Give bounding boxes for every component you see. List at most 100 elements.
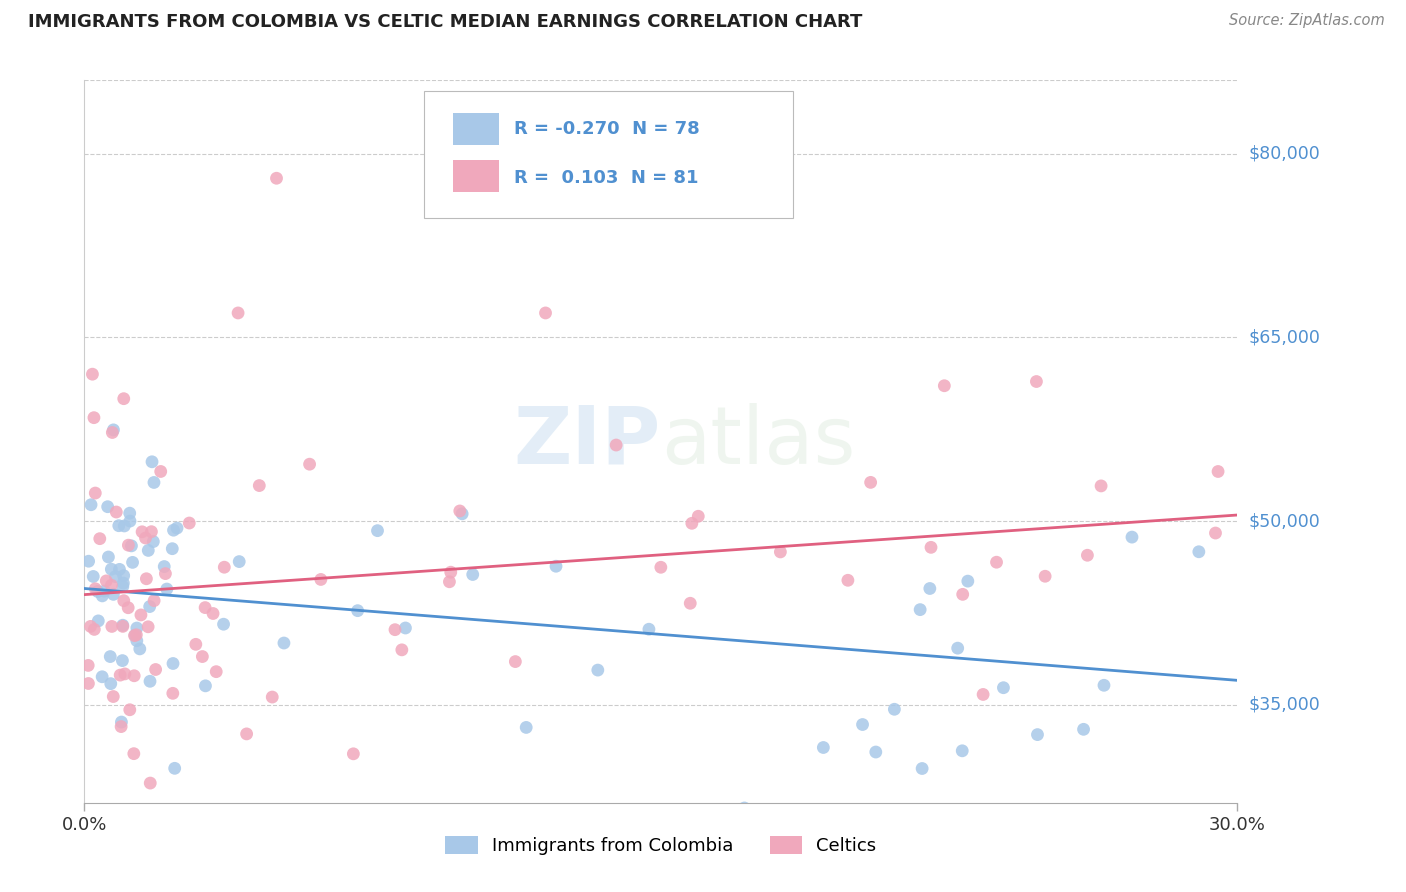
Text: R = -0.270  N = 78: R = -0.270 N = 78 xyxy=(515,120,700,137)
Point xyxy=(110,720,132,734)
Point xyxy=(184,637,207,651)
Text: $50,000: $50,000 xyxy=(1249,512,1320,530)
Point xyxy=(122,669,145,683)
Point xyxy=(837,574,859,588)
Point xyxy=(136,543,159,558)
Point xyxy=(638,622,661,636)
Point xyxy=(103,423,125,437)
Point xyxy=(125,621,148,635)
Point xyxy=(82,569,104,583)
Point xyxy=(83,623,105,637)
Point xyxy=(235,727,257,741)
Point xyxy=(111,654,134,668)
Point xyxy=(449,504,471,518)
Point xyxy=(125,633,148,648)
Point xyxy=(262,690,284,704)
Point xyxy=(128,641,150,656)
Point xyxy=(1121,530,1143,544)
Point xyxy=(226,306,249,320)
Point xyxy=(153,559,176,574)
Point xyxy=(505,655,527,669)
Point xyxy=(439,574,461,589)
Point xyxy=(136,620,159,634)
Point xyxy=(162,686,184,700)
Point xyxy=(394,621,416,635)
Point xyxy=(143,593,166,607)
Point xyxy=(1188,545,1211,559)
Text: atlas: atlas xyxy=(661,402,855,481)
Text: ZIP: ZIP xyxy=(513,402,661,481)
Point xyxy=(865,745,887,759)
Point xyxy=(769,545,792,559)
Point xyxy=(122,747,145,761)
Point xyxy=(202,607,225,621)
Point xyxy=(911,762,934,776)
Point xyxy=(79,619,101,633)
Point xyxy=(950,744,973,758)
Point xyxy=(128,808,150,822)
Point xyxy=(101,425,124,440)
Point xyxy=(391,643,413,657)
Point xyxy=(110,714,132,729)
Point xyxy=(1090,479,1112,493)
Point xyxy=(733,801,755,815)
Point xyxy=(98,649,121,664)
Text: R =  0.103  N = 81: R = 0.103 N = 81 xyxy=(515,169,699,186)
Point xyxy=(139,776,162,790)
Point xyxy=(84,582,107,596)
Point xyxy=(112,568,135,582)
Point xyxy=(84,486,107,500)
Point xyxy=(121,555,143,569)
Point xyxy=(111,619,134,633)
Point xyxy=(544,559,567,574)
Point xyxy=(111,580,134,594)
Point xyxy=(142,534,165,549)
Point xyxy=(163,761,186,775)
Point xyxy=(384,623,406,637)
Point xyxy=(100,562,122,576)
Point xyxy=(194,679,217,693)
Point xyxy=(118,514,141,528)
Point xyxy=(451,507,474,521)
Point xyxy=(112,593,135,607)
FancyBboxPatch shape xyxy=(453,112,499,145)
Point xyxy=(191,649,214,664)
Point xyxy=(118,703,141,717)
Point xyxy=(918,582,941,596)
Point xyxy=(1206,465,1229,479)
Point xyxy=(972,688,994,702)
Point xyxy=(205,665,228,679)
Point xyxy=(97,500,120,514)
Point xyxy=(166,521,188,535)
Point xyxy=(1092,678,1115,692)
FancyBboxPatch shape xyxy=(425,91,793,218)
Point xyxy=(82,367,104,381)
Point xyxy=(145,663,167,677)
Point xyxy=(859,475,882,490)
Point xyxy=(107,518,129,533)
Point xyxy=(131,524,153,539)
Point xyxy=(83,410,105,425)
Point xyxy=(228,555,250,569)
Point xyxy=(194,600,217,615)
Point xyxy=(952,587,974,601)
Point xyxy=(77,676,100,690)
Point xyxy=(366,524,388,538)
Point xyxy=(129,607,152,622)
Point xyxy=(91,589,114,603)
Point xyxy=(139,674,162,689)
Point xyxy=(117,600,139,615)
Point xyxy=(1033,569,1056,583)
Point xyxy=(86,584,108,599)
Point xyxy=(91,670,114,684)
Point xyxy=(688,509,710,524)
Point xyxy=(309,573,332,587)
Point xyxy=(112,392,135,406)
Point xyxy=(266,171,288,186)
Point xyxy=(986,555,1008,569)
Text: $65,000: $65,000 xyxy=(1249,328,1320,346)
Point xyxy=(120,539,142,553)
Point xyxy=(124,628,146,642)
Point xyxy=(156,582,179,596)
Point xyxy=(162,523,184,537)
